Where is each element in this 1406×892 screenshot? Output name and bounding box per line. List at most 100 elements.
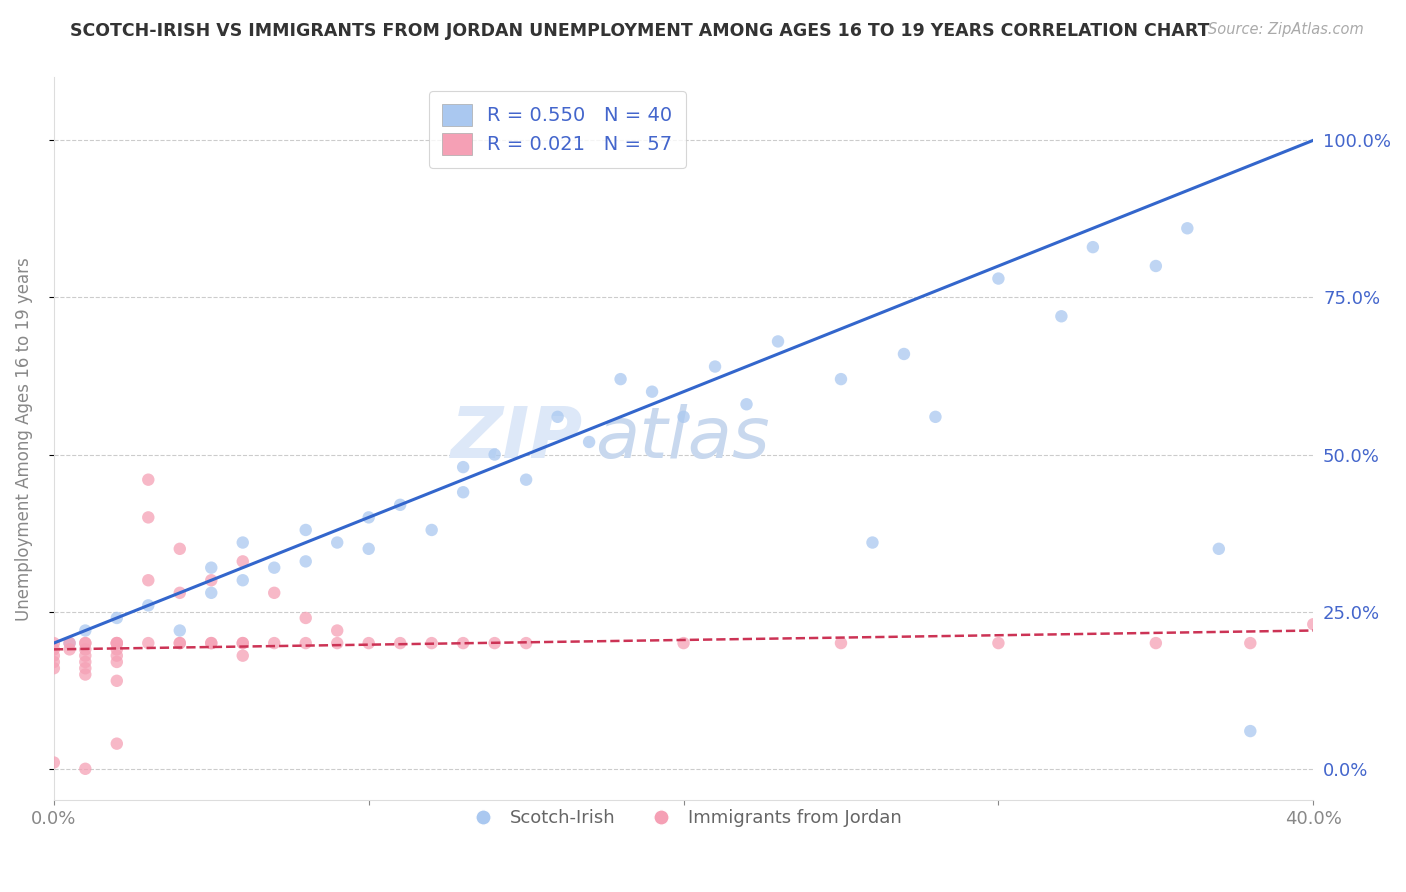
Point [75, 648, 97, 663]
Point [200, 636, 222, 650]
Point [42, 648, 65, 663]
Point [609, 372, 631, 386]
Point [136, 510, 159, 524]
Point [75, 667, 97, 681]
Point [357, 510, 380, 524]
Point [1144, 259, 1167, 273]
Point [105, 642, 128, 657]
Point [451, 460, 474, 475]
Y-axis label: Unemployment Among Ages 16 to 19 years: Unemployment Among Ages 16 to 19 years [15, 257, 32, 621]
Point [641, 384, 664, 399]
Text: ZIP: ZIP [450, 404, 583, 474]
Point [263, 586, 285, 600]
Point [105, 655, 128, 669]
Point [294, 554, 316, 568]
Point [136, 573, 159, 587]
Point [547, 409, 569, 424]
Point [42, 661, 65, 675]
Point [232, 648, 254, 663]
Text: SCOTCH-IRISH VS IMMIGRANTS FROM JORDAN UNEMPLOYMENT AMONG AGES 16 TO 19 YEARS CO: SCOTCH-IRISH VS IMMIGRANTS FROM JORDAN U… [70, 22, 1209, 40]
Point [105, 737, 128, 751]
Point [451, 636, 474, 650]
Point [105, 611, 128, 625]
Point [389, 498, 412, 512]
Point [232, 636, 254, 650]
Point [263, 636, 285, 650]
Point [58, 636, 80, 650]
Point [1239, 724, 1261, 739]
Point [1239, 636, 1261, 650]
Point [232, 573, 254, 587]
Point [830, 636, 852, 650]
Point [169, 624, 191, 638]
Point [294, 523, 316, 537]
Point [42, 636, 65, 650]
Point [389, 636, 412, 650]
Text: atlas: atlas [595, 404, 770, 474]
Legend: Scotch-Irish, Immigrants from Jordan: Scotch-Irish, Immigrants from Jordan [458, 802, 910, 835]
Point [136, 473, 159, 487]
Point [232, 554, 254, 568]
Point [75, 642, 97, 657]
Point [987, 636, 1010, 650]
Point [169, 541, 191, 556]
Point [672, 636, 695, 650]
Point [735, 397, 758, 411]
Point [357, 636, 380, 650]
Point [515, 636, 537, 650]
Point [105, 636, 128, 650]
Point [294, 636, 316, 650]
Point [75, 762, 97, 776]
Point [169, 636, 191, 650]
Point [1050, 310, 1073, 324]
Point [326, 636, 349, 650]
Point [357, 541, 380, 556]
Point [75, 636, 97, 650]
Point [105, 636, 128, 650]
Point [105, 636, 128, 650]
Point [294, 611, 316, 625]
Point [200, 573, 222, 587]
Point [75, 624, 97, 638]
Point [704, 359, 727, 374]
Point [484, 636, 506, 650]
Point [136, 599, 159, 613]
Point [75, 661, 97, 675]
Point [169, 586, 191, 600]
Point [42, 756, 65, 770]
Point [987, 271, 1010, 285]
Point [326, 624, 349, 638]
Point [451, 485, 474, 500]
Point [862, 535, 884, 549]
Point [1081, 240, 1104, 254]
Point [578, 434, 600, 449]
Point [924, 409, 946, 424]
Point [42, 655, 65, 669]
Point [420, 523, 443, 537]
Point [484, 448, 506, 462]
Point [1175, 221, 1198, 235]
Point [58, 642, 80, 657]
Point [200, 636, 222, 650]
Point [420, 636, 443, 650]
Text: Source: ZipAtlas.com: Source: ZipAtlas.com [1208, 22, 1364, 37]
Point [105, 648, 128, 663]
Point [672, 409, 695, 424]
Point [105, 673, 128, 688]
Point [893, 347, 915, 361]
Point [1208, 541, 1230, 556]
Point [232, 636, 254, 650]
Point [830, 372, 852, 386]
Point [326, 535, 349, 549]
Point [232, 535, 254, 549]
Point [200, 560, 222, 574]
Point [75, 636, 97, 650]
Point [1144, 636, 1167, 650]
Point [75, 655, 97, 669]
Point [1302, 617, 1324, 632]
Point [515, 473, 537, 487]
Point [58, 636, 80, 650]
Point [200, 586, 222, 600]
Point [766, 334, 789, 349]
Point [169, 636, 191, 650]
